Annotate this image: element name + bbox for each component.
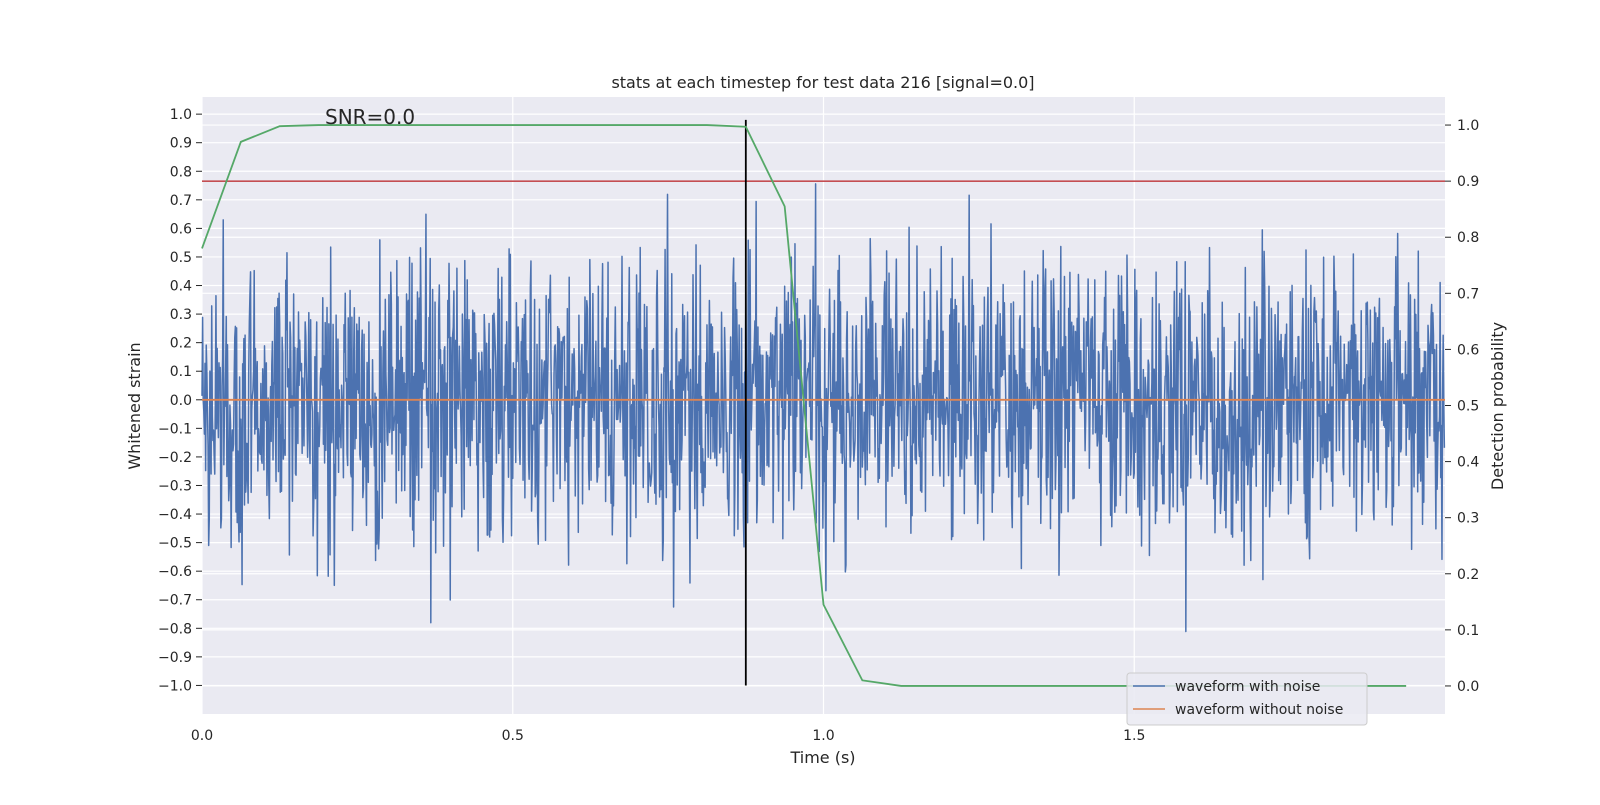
y-left-axis-label: Whitened strain: [125, 342, 144, 469]
y-left-tick-label: 0.8: [170, 164, 192, 180]
y-right-tick-label: 1.0: [1457, 118, 1479, 134]
line-waveform-with-noise: [201, 183, 1446, 633]
y-left-tick-label: −0.5: [158, 536, 192, 552]
y-right-tick-label: 0.0: [1457, 679, 1479, 695]
series-waveform-with-noise: [201, 183, 1446, 633]
y-left-tick-label: −0.9: [158, 650, 192, 666]
y-left-tick-label: −0.2: [158, 450, 192, 466]
y-right-tick-label: 0.9: [1457, 174, 1479, 190]
y-left-tick-label: 0.7: [170, 193, 192, 209]
y-left-tick-label: −0.1: [158, 421, 192, 437]
y-left-tick-label: 0.0: [170, 393, 192, 409]
x-tick-label: 1.5: [1123, 728, 1145, 744]
x-tick-label: 0.0: [191, 728, 213, 744]
y-left-tick-label: 0.3: [170, 307, 192, 323]
y-right-axis-ticks: 1.0 0.9 0.8 0.7 0.6 0.5 0.4 0.3 0.2 0.1 0.0: [1445, 118, 1479, 695]
x-axis-ticks: 0.0 0.5 1.0 1.5: [191, 728, 1146, 744]
y-left-tick-label: −0.6: [158, 564, 192, 580]
y-right-tick-label: 0.1: [1457, 623, 1479, 639]
legend: waveform with noise waveform without noi…: [1126, 672, 1368, 726]
chart-title: stats at each timestep for test data 216…: [611, 73, 1034, 92]
y-left-tick-label: 0.5: [170, 250, 192, 266]
y-left-tick-label: −0.7: [158, 593, 192, 609]
y-right-tick-label: 0.3: [1457, 511, 1479, 527]
x-tick-label: 1.0: [812, 728, 834, 744]
y-left-tick-label: −1.0: [158, 678, 192, 694]
snr-annotation: SNR=0.0: [325, 105, 415, 129]
legend-label-noise: waveform with noise: [1175, 679, 1320, 695]
y-right-axis-label: Detection probability: [1488, 322, 1507, 490]
y-left-tick-label: −0.3: [158, 478, 192, 494]
y-right-tick-label: 0.5: [1457, 399, 1479, 415]
y-left-tick-label: −0.4: [158, 507, 192, 523]
y-right-tick-label: 0.4: [1457, 455, 1479, 471]
y-left-tick-label: 1.0: [170, 107, 192, 123]
y-left-tick-label: −0.8: [158, 621, 192, 637]
y-left-axis-ticks: 1.0 0.9 0.8 0.7 0.6 0.5 0.4 0.3 0.2 0.1 0.0 −0.1 −0.…: [158, 107, 202, 694]
legend-box: [1126, 672, 1368, 726]
x-axis-label: Time (s): [789, 748, 855, 767]
y-right-tick-label: 0.8: [1457, 230, 1479, 246]
y-left-tick-label: 0.1: [170, 364, 192, 380]
y-left-tick-label: 0.9: [170, 136, 192, 152]
y-left-tick-label: 0.6: [170, 221, 192, 237]
y-right-tick-label: 0.2: [1457, 567, 1479, 583]
y-right-tick-label: 0.7: [1457, 286, 1479, 302]
y-left-tick-label: 0.2: [170, 336, 192, 352]
y-right-tick-label: 0.6: [1457, 342, 1479, 358]
y-left-tick-label: 0.4: [170, 279, 192, 295]
x-tick-label: 0.5: [502, 728, 524, 744]
legend-label-clean: waveform without noise: [1175, 702, 1343, 718]
